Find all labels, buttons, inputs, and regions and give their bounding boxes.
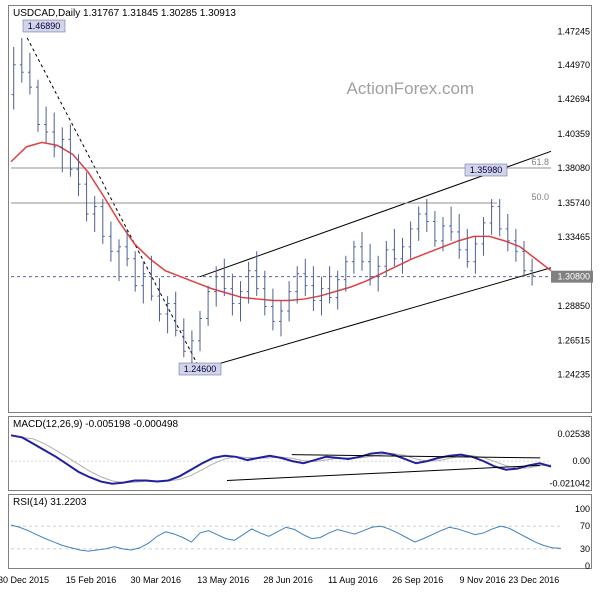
x-tick-label: 11 Aug 2016 <box>328 575 378 585</box>
x-tick-label: 9 Nov 2016 <box>459 575 505 585</box>
x-tick-label: 30 Mar 2016 <box>131 575 182 585</box>
svg-text:0.00: 0.00 <box>572 456 590 466</box>
x-tick-label: 30 Dec 2015 <box>0 575 49 585</box>
svg-text:1.33465: 1.33465 <box>557 232 590 242</box>
svg-text:30: 30 <box>580 544 590 554</box>
x-tick-label: 13 May 2016 <box>197 575 249 585</box>
svg-text:1.44970: 1.44970 <box>557 60 590 70</box>
svg-text:61.8: 61.8 <box>531 157 549 167</box>
x-tick-label: 15 Feb 2016 <box>66 575 117 585</box>
price-panel: USDCAD,Daily 1.31767 1.31845 1.30285 1.3… <box>8 5 592 413</box>
chart-container: USDCAD,Daily 1.31767 1.31845 1.30285 1.3… <box>0 0 600 600</box>
svg-text:1.35740: 1.35740 <box>557 198 590 208</box>
svg-text:1.26515: 1.26515 <box>557 336 590 346</box>
macd-svg: 0.02538 0.00 -0.021042 <box>9 417 593 492</box>
svg-text:1.46890: 1.46890 <box>28 21 61 31</box>
price-svg: 1.47245 1.44970 1.42694 1.40359 1.38080 1.357… <box>9 6 593 414</box>
svg-text:1.35980: 1.35980 <box>470 165 503 175</box>
svg-text:1.42694: 1.42694 <box>557 94 590 104</box>
x-tick-label: 28 Jun 2016 <box>263 575 313 585</box>
rsi-panel: RSI(14) 31.2203 10070300 <box>8 494 592 569</box>
rsi-svg: 100 70 30 0 <box>9 495 593 570</box>
svg-text:1.38080: 1.38080 <box>557 163 590 173</box>
svg-text:70: 70 <box>580 521 590 531</box>
svg-text:1.30800: 1.30800 <box>557 272 590 282</box>
svg-text:1.24235: 1.24235 <box>557 370 590 380</box>
macd-panel: MACD(12,26,9) -0.005198 -0.000498 0.0253… <box>8 416 592 491</box>
svg-text:-0.021042: -0.021042 <box>549 479 590 489</box>
svg-text:1.40359: 1.40359 <box>557 129 590 139</box>
svg-text:50.0: 50.0 <box>531 192 549 202</box>
svg-text:1.28850: 1.28850 <box>557 301 590 311</box>
svg-text:1.47245: 1.47245 <box>557 26 590 36</box>
svg-text:100: 100 <box>575 504 590 514</box>
x-tick-label: 26 Sep 2016 <box>392 575 443 585</box>
svg-text:1.24600: 1.24600 <box>184 364 217 374</box>
svg-text:0: 0 <box>585 561 590 570</box>
x-axis: 30 Dec 201515 Feb 201630 Mar 201613 May … <box>8 572 592 598</box>
x-tick-label: 23 Dec 2016 <box>508 575 559 585</box>
svg-text:0.02538: 0.02538 <box>557 429 590 439</box>
